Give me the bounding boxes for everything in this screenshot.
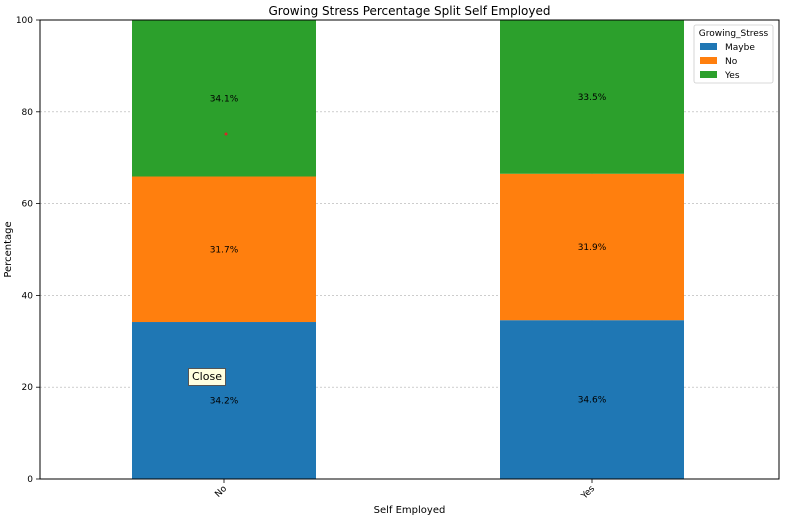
data-label: 34.2%	[210, 397, 239, 407]
bar-segment-no-yes	[500, 173, 684, 321]
y-tick-label: 0	[27, 475, 33, 485]
y-axis-label: Percentage	[3, 221, 14, 277]
x-axis-label: Self Employed	[374, 505, 446, 516]
bars	[132, 20, 684, 479]
bar-labels: 34.2% 31.7% 34.1% 34.6% 31.9% 33.5%	[210, 93, 607, 407]
legend-swatch-no	[700, 57, 717, 64]
plot-frame	[39, 19, 780, 480]
y-tick-label: 40	[22, 291, 34, 301]
bar-segment-maybe-yes	[500, 320, 684, 479]
bar-segment-no-no	[132, 176, 316, 323]
x-axis: No Yes	[213, 479, 597, 502]
legend-box	[693, 24, 774, 84]
bar-segment-maybe-no	[132, 322, 316, 479]
legend-entry-no: No	[725, 57, 738, 67]
y-tick-label: 20	[22, 383, 34, 393]
y-tick-label: 60	[22, 200, 34, 210]
y-tick-label: 80	[22, 108, 34, 118]
legend-swatch-maybe	[700, 43, 717, 50]
data-label: 33.5%	[578, 93, 607, 103]
legend: Growing_Stress Maybe No Yes	[693, 24, 774, 84]
data-label: 34.6%	[578, 396, 607, 406]
y-tick-label: 100	[16, 16, 33, 26]
y-axis: 0 20 40 60 80 100	[16, 16, 40, 485]
x-tick-label: No	[213, 484, 229, 500]
x-tick-label: Yes	[579, 484, 597, 502]
data-label: 34.1%	[210, 94, 239, 104]
legend-entry-yes: Yes	[724, 71, 740, 81]
close-tooltip[interactable]: Close	[188, 368, 226, 386]
data-label: 31.7%	[210, 245, 239, 255]
legend-entry-maybe: Maybe	[725, 43, 755, 53]
bar-segment-yes-no	[132, 20, 316, 177]
legend-swatch-yes	[700, 71, 717, 78]
close-tooltip-label: Close	[192, 370, 222, 383]
marker-dot	[224, 132, 228, 136]
chart-title: Growing Stress Percentage Split Self Emp…	[269, 4, 551, 18]
data-label: 31.9%	[578, 243, 607, 253]
bar-segment-yes-yes	[500, 20, 684, 174]
legend-title: Growing_Stress	[699, 29, 769, 39]
